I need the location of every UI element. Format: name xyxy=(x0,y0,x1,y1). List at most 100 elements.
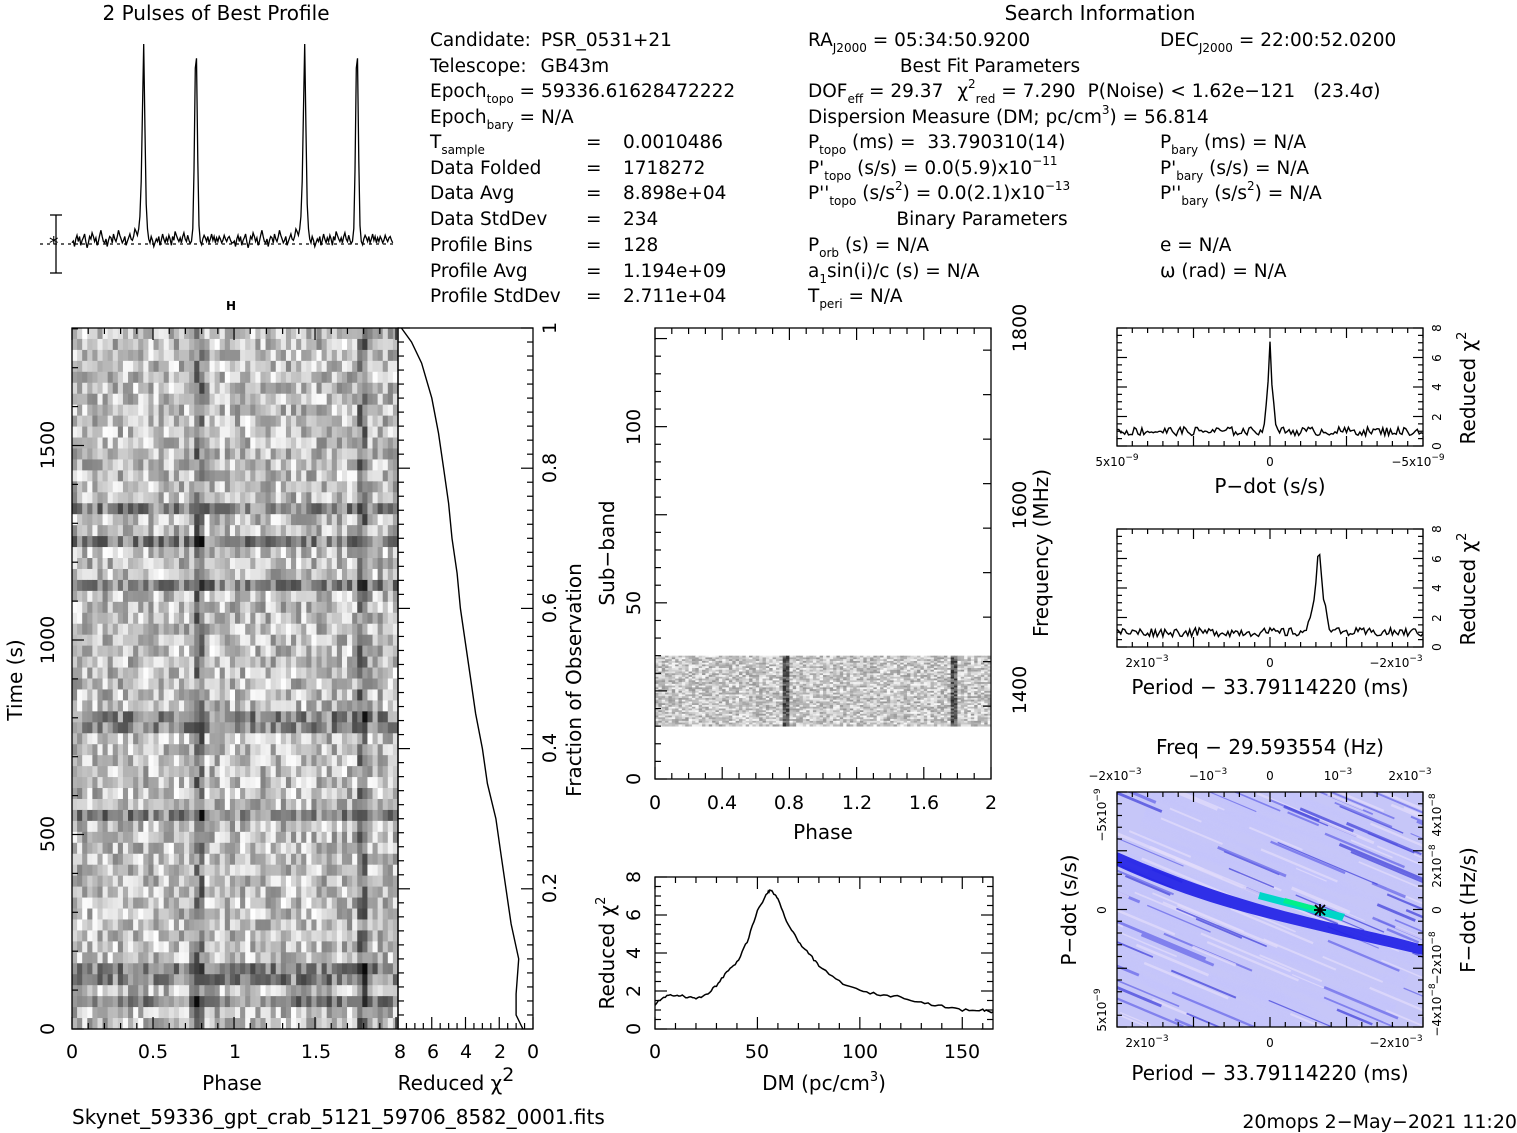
tp-cell xyxy=(265,667,272,679)
tp-cell xyxy=(265,941,272,953)
tp-cell xyxy=(107,1018,114,1029)
tp-cell xyxy=(250,568,256,581)
tp-cell xyxy=(102,755,109,767)
tp-cell xyxy=(382,536,389,548)
sb-cell xyxy=(702,664,706,667)
tp-cell xyxy=(336,930,343,942)
tp-cell xyxy=(316,349,323,362)
tp-cell xyxy=(270,853,277,866)
tp-cell xyxy=(362,382,368,395)
tp-cell xyxy=(224,700,231,712)
tp-cell xyxy=(214,831,221,844)
tp-cell xyxy=(138,558,144,570)
tp-cell xyxy=(362,415,368,428)
tp-cell xyxy=(367,525,374,537)
tp-cell xyxy=(240,842,246,855)
tp-cell xyxy=(326,711,333,723)
tp-cell xyxy=(306,974,312,986)
tp-cell xyxy=(229,722,236,734)
tp-cell xyxy=(224,481,231,493)
tp-cell xyxy=(316,360,323,373)
tp-cell xyxy=(367,853,374,866)
tp-cell xyxy=(112,766,119,778)
tp-cell xyxy=(382,985,389,997)
tp-cell xyxy=(250,886,256,899)
tp-cell xyxy=(138,437,144,449)
sb-cell xyxy=(964,655,968,658)
tp-cell xyxy=(133,459,139,471)
tp-cell xyxy=(336,733,343,745)
tp-cell xyxy=(311,404,317,417)
tp-cell xyxy=(173,930,180,942)
tp-cell xyxy=(229,656,236,669)
tp-cell xyxy=(184,415,190,428)
sb-cell xyxy=(759,662,763,665)
tp-cell xyxy=(219,634,226,647)
tp-cell xyxy=(148,886,154,899)
time-phase-panel: 0 500 1000 1500 0 0.5 1 1.5 Phase Time (… xyxy=(3,327,399,1095)
sb-cell xyxy=(826,666,831,669)
tp-cell xyxy=(377,404,384,417)
tp-cell xyxy=(255,755,261,767)
tp-cell xyxy=(189,459,195,471)
tp-cell xyxy=(306,547,312,559)
sb-cell xyxy=(964,664,968,667)
tp-cell xyxy=(326,393,333,406)
tp-cell xyxy=(235,590,241,603)
tp-cell xyxy=(270,985,277,997)
tp-cell xyxy=(347,733,353,745)
tp-cell xyxy=(250,481,256,493)
sb-cell xyxy=(933,660,938,664)
tp-cell xyxy=(199,371,205,384)
tp-cell xyxy=(347,612,353,625)
tp-cell xyxy=(280,481,287,493)
tp-cell xyxy=(214,864,221,877)
tp-cell xyxy=(255,360,261,373)
tp-cell xyxy=(224,645,231,658)
tp-cell xyxy=(178,996,185,1008)
tp-cell xyxy=(326,623,333,636)
tp-cell xyxy=(163,590,170,603)
tp-cell xyxy=(153,1007,160,1019)
tp-cell xyxy=(341,492,348,504)
tp-cell xyxy=(326,536,333,548)
tp-cell xyxy=(209,689,216,701)
tp-cell xyxy=(168,864,175,877)
sb-cell xyxy=(678,657,683,660)
tp-cell xyxy=(117,853,124,866)
sb-cell xyxy=(849,657,854,660)
tp-cell xyxy=(321,547,328,559)
tp-cell xyxy=(87,755,93,767)
tp-cell xyxy=(331,777,338,789)
tp-cell xyxy=(153,481,160,493)
tp-cell xyxy=(204,536,211,548)
tp-cell xyxy=(265,820,272,833)
tp-cell xyxy=(189,645,195,658)
tp-cell xyxy=(347,930,353,942)
tp-cell xyxy=(275,930,282,942)
tp-cell xyxy=(260,547,267,559)
tp-cell xyxy=(87,788,93,800)
epoch-topo-value: 59336.61628472222 xyxy=(541,81,735,102)
tp-cell xyxy=(214,798,221,811)
tp-cell xyxy=(153,700,160,712)
tp-cell xyxy=(285,503,292,515)
tp-cell xyxy=(372,415,379,428)
tp-cell xyxy=(194,579,200,592)
tp-cell xyxy=(336,952,343,964)
tp-cell xyxy=(331,568,338,581)
tp-cell xyxy=(291,941,297,953)
tp-cell xyxy=(301,711,307,723)
tp-cell xyxy=(214,448,221,460)
tp-cell xyxy=(235,492,241,504)
tp-cell xyxy=(133,864,139,877)
sb-cell xyxy=(980,660,985,664)
sb-cell xyxy=(984,664,989,667)
tp-cell xyxy=(387,371,394,384)
tp-cell xyxy=(194,985,200,997)
tp-cell xyxy=(321,678,328,690)
sb-cell xyxy=(883,662,888,665)
tp-cell xyxy=(331,579,338,592)
tp-cell xyxy=(153,437,160,449)
tp-cell xyxy=(321,415,328,428)
